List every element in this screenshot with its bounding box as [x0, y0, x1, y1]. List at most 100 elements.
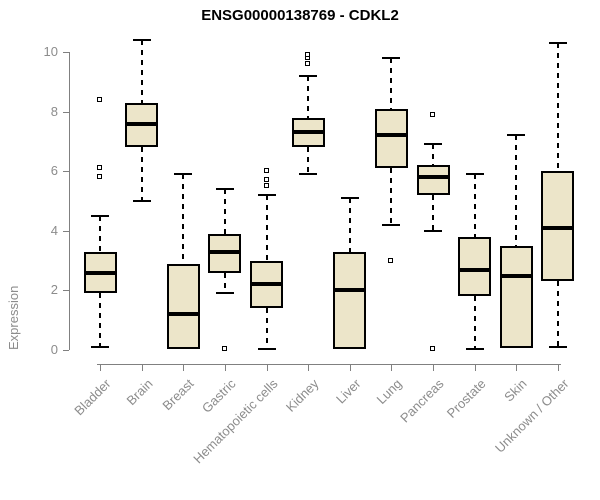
iqr-box [416, 165, 450, 196]
outlier-point [430, 111, 436, 117]
lower-whisker [140, 147, 143, 201]
y-tick-label: 10 [43, 44, 58, 59]
lower-whisker-cap [257, 347, 276, 350]
x-tick [100, 365, 101, 371]
y-tick-label: 8 [50, 103, 58, 119]
lower-whisker-cap [299, 173, 318, 176]
median-line [458, 267, 492, 272]
upper-whisker-cap [382, 56, 401, 59]
outlier-point [221, 345, 227, 351]
y-axis-line [69, 52, 70, 350]
lower-whisker-cap [465, 347, 484, 350]
y-tick-label: 6 [50, 163, 58, 179]
x-tick [141, 365, 143, 371]
lower-whisker [223, 272, 226, 294]
upper-whisker-cap [132, 39, 151, 42]
y-tick-label: 4 [50, 222, 58, 238]
outlier-point [305, 60, 311, 66]
upper-whisker [182, 174, 185, 264]
x-tick [183, 365, 185, 371]
lower-whisker [390, 168, 393, 225]
upper-whisker-cap [215, 188, 234, 191]
median-line [166, 312, 200, 317]
lower-whisker [473, 296, 476, 349]
upper-whisker [265, 195, 268, 261]
lower-whisker [432, 195, 435, 231]
y-tick [63, 111, 69, 113]
x-tick [266, 365, 268, 371]
upper-whisker [140, 40, 143, 103]
upper-whisker-cap [91, 214, 109, 217]
median-line [541, 225, 575, 230]
median-line [208, 249, 242, 254]
x-tick [516, 365, 518, 371]
upper-whisker-cap [465, 173, 484, 176]
lower-whisker-cap [132, 200, 151, 202]
outlier-point [97, 174, 102, 180]
upper-whisker [556, 43, 559, 172]
x-tick [308, 365, 310, 371]
outlier-point [263, 183, 269, 189]
upper-whisker [223, 189, 226, 234]
lower-whisker-cap [424, 229, 443, 232]
upper-whisker-cap [340, 197, 359, 200]
outlier-point [97, 165, 102, 171]
lower-whisker [556, 281, 559, 347]
iqr-box [458, 236, 492, 297]
y-tick [63, 350, 69, 351]
x-tick [349, 365, 351, 371]
median-line [250, 282, 284, 287]
x-tick [474, 365, 476, 371]
lower-whisker-cap [548, 346, 567, 349]
upper-whisker [307, 75, 310, 118]
median-line [416, 175, 450, 180]
lower-whisker-cap [91, 346, 109, 349]
y-tick [63, 290, 69, 292]
outlier-point [263, 168, 269, 174]
x-tick [433, 365, 435, 371]
iqr-box [166, 263, 200, 349]
x-tick [557, 365, 559, 371]
upper-whisker-cap [424, 143, 443, 146]
median-line [499, 273, 533, 278]
upper-whisker-cap [174, 173, 193, 176]
median-line [125, 121, 159, 126]
chart-title: ENSG00000138769 - CDKL2 [201, 7, 399, 24]
y-tick [63, 171, 69, 173]
iqr-box [374, 108, 408, 169]
iqr-box [333, 251, 367, 349]
median-line [83, 270, 117, 275]
upper-whisker-cap [548, 42, 567, 45]
lower-whisker [307, 147, 310, 175]
lower-whisker-cap [382, 223, 401, 226]
lower-whisker [99, 293, 101, 347]
iqr-box [499, 245, 533, 349]
x-tick [391, 365, 393, 371]
x-axis-line [97, 364, 561, 365]
outlier-point [305, 51, 311, 57]
y-tick [63, 230, 69, 232]
upper-whisker [473, 174, 476, 237]
lower-whisker [265, 308, 268, 349]
outlier-point [263, 177, 269, 183]
lower-whisker-cap [215, 292, 234, 295]
median-line [291, 130, 325, 135]
outlier-point [97, 96, 102, 102]
y-tick-label: 0 [50, 342, 58, 357]
median-line [333, 288, 367, 293]
median-line [374, 133, 408, 138]
upper-whisker [390, 57, 393, 109]
upper-whisker [99, 215, 101, 252]
outlier-point [430, 345, 436, 351]
x-tick [224, 365, 226, 371]
upper-whisker [348, 198, 351, 252]
upper-whisker [515, 135, 518, 246]
upper-whisker-cap [299, 74, 318, 77]
y-tick [63, 52, 69, 53]
upper-whisker-cap [257, 194, 276, 197]
outlier-point [388, 257, 394, 263]
upper-whisker [432, 144, 435, 166]
upper-whisker-cap [507, 134, 526, 137]
